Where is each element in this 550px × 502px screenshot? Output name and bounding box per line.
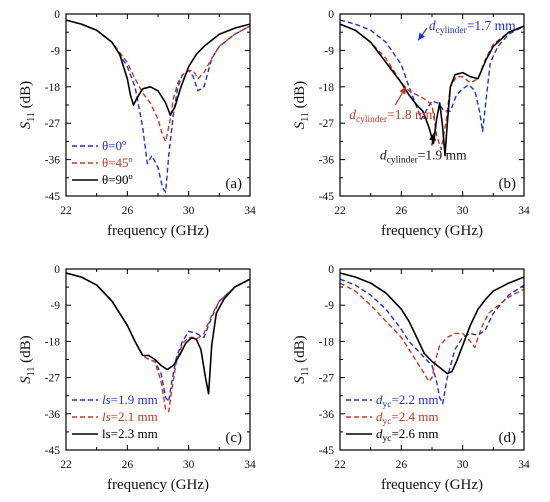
y-tick-label: -9 — [50, 300, 60, 312]
series-group — [340, 272, 524, 405]
x-axis-title: frequency (GHz) — [381, 223, 483, 239]
series-line-2 — [66, 19, 250, 143]
panel-a: 22 26 30 34 0 -9 -18 -27 -36 -45 frequency (GHz) S1… — [18, 9, 256, 239]
panel-b: 22 26 30 34 0 -9 -18 -27 -36 -45 frequency (GHz) S1… — [292, 9, 530, 239]
y-axis-title: S11 (dB) — [292, 81, 311, 129]
legend-entry: ls=1.9 mm — [102, 392, 158, 407]
series-line-3 — [66, 272, 250, 395]
x-tick-label: 30 — [183, 459, 195, 471]
y-tick-label: -27 — [45, 118, 61, 130]
x-axis-title: frequency (GHz) — [107, 223, 209, 239]
y-tick-label: -9 — [50, 45, 60, 57]
y-tick-label: -18 — [319, 336, 335, 348]
plot-frame — [65, 268, 251, 451]
series-line-1 — [66, 272, 250, 403]
x-tick-label: 34 — [244, 205, 256, 217]
y-tick-label: -9 — [324, 45, 334, 57]
annotation-label: dcylinder=1.8 mm — [349, 107, 436, 125]
y-tick-label: -36 — [45, 409, 61, 421]
y-tick-label: 0 — [54, 9, 60, 21]
panel-label: (a) — [225, 176, 242, 192]
annotation-arrowhead — [399, 86, 406, 95]
y-tick-label: 0 — [328, 9, 334, 21]
y-tick-label: -45 — [45, 191, 61, 203]
series-line-2 — [340, 282, 524, 383]
x-tick-label: 30 — [457, 205, 469, 217]
y-tick-label: 0 — [328, 264, 334, 276]
x-tick-label: 26 — [122, 459, 134, 471]
y-tick-label: -27 — [45, 373, 61, 385]
legend-entry: dyc=2.2 mm — [376, 392, 439, 410]
x-tick-label: 34 — [244, 459, 256, 471]
x-tick-label: 26 — [396, 459, 408, 471]
panel-c: 22 26 30 34 0 -9 -18 -27 -36 -45 frequency (GHz) S1… — [18, 264, 256, 493]
y-tick-label: -18 — [45, 336, 61, 348]
y-tick-label: 0 — [54, 264, 60, 276]
x-tick-label: 34 — [518, 205, 530, 217]
annotation-arrowhead — [429, 133, 437, 141]
annotation-arrowhead — [418, 32, 426, 41]
plot-frame — [65, 13, 251, 197]
panel-label: (b) — [499, 176, 517, 192]
legend-entry: dyc=2.6 mm — [376, 426, 439, 444]
series-line-1 — [66, 19, 250, 193]
legend-entry: ls=2.3 mm — [102, 426, 158, 441]
y-tick-label: -18 — [45, 82, 61, 94]
x-tick-label: 30 — [183, 205, 195, 217]
x-tick-label: 22 — [60, 459, 72, 471]
legend-entry: θ=45º — [102, 155, 133, 170]
y-axis-title: S11 (dB) — [292, 335, 311, 383]
panel-label: (c) — [225, 430, 242, 446]
panel-label: (d) — [499, 430, 517, 446]
y-tick-label: -36 — [319, 409, 335, 421]
series-line-3 — [340, 272, 524, 375]
plot-frame — [339, 268, 525, 451]
x-tick-label: 26 — [396, 205, 408, 217]
annotation-label: dcylinder=1.7 mm — [429, 18, 516, 36]
annotation-label: dcylinder=1.9 mm — [380, 148, 467, 166]
legend-entry: dyc=2.4 mm — [376, 409, 439, 427]
x-axis-title: frequency (GHz) — [381, 477, 483, 493]
series-group — [340, 19, 524, 157]
y-tick-label: -45 — [45, 445, 61, 457]
plot-frame — [339, 13, 525, 197]
series-group — [66, 19, 250, 193]
x-tick-label: 22 — [334, 459, 346, 471]
panel-d: 22 26 30 34 0 -9 -18 -27 -36 -45 frequency (GHz) S1… — [292, 264, 530, 493]
legend-entry: θ=90º — [102, 172, 133, 187]
y-tick-label: -36 — [45, 155, 61, 167]
y-tick-label: -27 — [319, 118, 335, 130]
y-tick-label: -45 — [319, 445, 335, 457]
x-tick-label: 26 — [122, 205, 134, 217]
x-tick-label: 30 — [457, 459, 469, 471]
series-line-1 — [340, 278, 524, 405]
y-tick-label: -45 — [319, 191, 335, 203]
y-tick-label: -18 — [319, 82, 335, 94]
x-tick-label: 22 — [334, 205, 346, 217]
y-tick-label: -36 — [319, 155, 335, 167]
series-line-3 — [340, 23, 524, 157]
y-tick-label: -9 — [324, 300, 334, 312]
y-axis-title: S11 (dB) — [18, 335, 37, 383]
x-tick-label: 22 — [60, 205, 72, 217]
series-line-2 — [66, 272, 250, 413]
series-line-3 — [66, 19, 250, 116]
y-tick-label: -27 — [319, 373, 335, 385]
x-axis-title: frequency (GHz) — [107, 477, 209, 493]
x-tick-label: 34 — [518, 459, 530, 471]
legend-entry: θ=0º — [102, 138, 126, 153]
y-axis-title: S11 (dB) — [18, 81, 37, 129]
series-group — [66, 272, 250, 413]
legend-entry: ls=2.1 mm — [102, 409, 158, 424]
